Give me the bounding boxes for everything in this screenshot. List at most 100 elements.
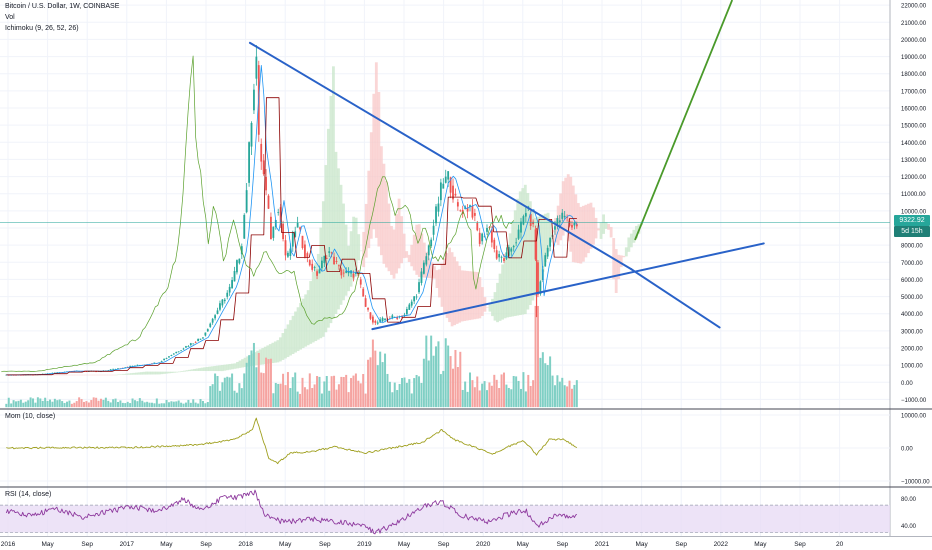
symbol-legend[interactable]: Bitcoin / U.S. Dollar, 1W, COINBASE	[5, 3, 120, 10]
candle-body	[321, 260, 323, 269]
volume-bar	[311, 388, 314, 408]
time-tick-label: 2018	[238, 541, 253, 548]
cloud-segment	[354, 217, 358, 270]
cloud-segment	[359, 250, 363, 252]
volume-bar	[56, 400, 59, 408]
cloud-segment	[152, 371, 156, 375]
cloud-segment	[531, 209, 535, 301]
candle-body	[473, 213, 476, 216]
cloud-segment	[390, 225, 393, 275]
cloud-segment	[284, 328, 287, 359]
volume-bar	[68, 400, 71, 408]
cloud-segment	[238, 360, 242, 368]
cloud-segment	[607, 223, 611, 230]
candle-body	[396, 317, 399, 319]
trendline	[371, 242, 765, 331]
volume-bar	[330, 376, 333, 408]
candle-body	[223, 299, 226, 302]
candle-body	[573, 222, 576, 226]
volume-bar	[469, 372, 472, 408]
cloud-segment	[271, 342, 275, 364]
momentum-pane-label[interactable]: Mom (10, close)	[5, 413, 56, 420]
price-tick-label: 14000.00	[901, 141, 927, 147]
cloud-segment	[291, 315, 295, 355]
cloud-segment	[445, 253, 449, 318]
volume-bar	[99, 398, 102, 408]
cloud-segment	[228, 364, 232, 370]
volume-bar	[160, 403, 163, 408]
cloud-segment	[145, 371, 149, 375]
cloud-segment	[231, 363, 234, 370]
cloud-segment	[357, 234, 361, 261]
candle-body	[371, 316, 374, 323]
cloud-segment	[109, 374, 113, 376]
volume-bar	[66, 401, 69, 408]
volume-bar	[439, 374, 442, 408]
volume-bar	[231, 373, 234, 408]
volume-bar	[289, 388, 292, 408]
volume-bar	[391, 392, 394, 408]
candle-body	[532, 221, 535, 225]
volume-legend[interactable]: Vol	[5, 14, 15, 21]
volume-bar	[228, 377, 231, 408]
price-tick-label: 11000.00	[901, 192, 926, 198]
cloud-segment	[433, 266, 436, 279]
candle-body	[539, 281, 542, 295]
candle-body	[381, 317, 384, 322]
rsi-pane-label[interactable]: RSI (14, close)	[5, 491, 52, 498]
volume-bar	[476, 376, 479, 408]
cloud-segment	[157, 371, 161, 375]
cloud-segment	[172, 371, 176, 373]
candle-body	[554, 226, 556, 230]
candle-body	[490, 229, 493, 243]
volume-bar	[493, 374, 496, 408]
candle-body	[534, 229, 537, 260]
volume-bar	[269, 358, 272, 408]
ichimoku-legend[interactable]: Ichimoku (9, 26, 52, 26)	[5, 25, 79, 32]
volume-bar	[420, 382, 423, 408]
volume-bar	[153, 403, 156, 408]
cloud-segment	[266, 345, 270, 364]
volume-bar	[116, 401, 119, 408]
cloud-segment	[316, 253, 320, 340]
candle-body	[546, 247, 549, 257]
candle-body	[524, 213, 527, 217]
candle-body	[437, 203, 440, 212]
candle-body	[447, 171, 450, 180]
volume-bar	[148, 402, 151, 408]
cloud-segment	[178, 371, 181, 373]
candle-body	[355, 272, 357, 274]
cloud-segment	[294, 311, 297, 353]
cloud-segment	[614, 249, 618, 294]
volume-bar	[12, 400, 15, 408]
candle-body	[369, 312, 372, 319]
candle-body	[481, 233, 484, 242]
candle-body	[185, 346, 187, 348]
cloud-segment	[87, 374, 90, 376]
time-tick-label: Sep	[81, 541, 93, 548]
price-tick-label: 2000.00	[901, 347, 923, 353]
cloud-segment	[258, 349, 262, 365]
cloud-segment	[56, 374, 60, 376]
volume-bar	[184, 402, 187, 408]
volume-bar	[449, 356, 452, 408]
candle-body	[466, 207, 469, 212]
cloud-segment	[473, 271, 477, 320]
volume-bar	[221, 382, 224, 408]
cloud-segment	[372, 93, 376, 230]
volume-bar	[408, 379, 411, 408]
momentum-tick-label: 0.00	[901, 447, 913, 453]
candle-body	[289, 248, 292, 257]
volume-bar	[388, 381, 391, 408]
candle-body	[291, 232, 294, 247]
candle-body	[197, 339, 200, 342]
candle-body	[401, 316, 403, 318]
volume-bar	[345, 374, 348, 408]
cloud-segment	[405, 251, 409, 258]
volume-bar	[352, 375, 355, 408]
cloud-segment	[97, 374, 101, 376]
volume-bar	[107, 400, 110, 408]
cloud-segment	[304, 294, 308, 347]
candle-body	[323, 255, 326, 264]
